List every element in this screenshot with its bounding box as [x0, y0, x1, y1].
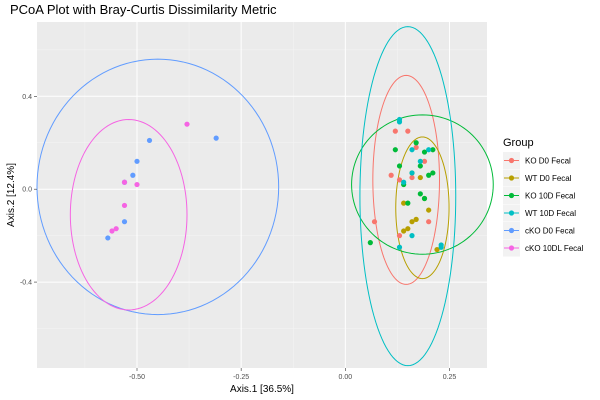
legend-label-0: KO D0 Fecal — [525, 157, 571, 166]
point-2-9 — [405, 200, 411, 206]
point-2-12 — [417, 191, 423, 197]
y-axis-title: Axis.2 [12.4%] — [6, 163, 17, 227]
point-0-3 — [396, 177, 403, 183]
point-3-5 — [417, 158, 423, 164]
point-3-7 — [409, 233, 415, 239]
legend-dot-4 — [508, 227, 515, 234]
point-0-2 — [388, 172, 394, 178]
legend-dot-5 — [508, 245, 515, 251]
point-4-5 — [121, 219, 128, 225]
y-ticks: -0.4 0.0 0.4 — [20, 94, 37, 287]
point-2-0 — [392, 147, 398, 153]
legend-label-1: WT D0 Fecal — [525, 174, 572, 183]
point-4-1 — [213, 135, 219, 141]
legend-label-3: WT 10D Fecal — [525, 209, 576, 218]
x-ticks: -0.50 -0.25 0.00 0.25 — [129, 368, 456, 381]
point-1-3 — [413, 216, 419, 222]
point-5-4 — [113, 226, 119, 232]
x-tick-label-1: -0.25 — [233, 374, 249, 381]
point-5-2 — [134, 181, 140, 188]
point-5-5 — [109, 228, 115, 234]
point-1-2 — [417, 174, 423, 181]
legend: Group KO D0 Fecal WT D0 Fecal KO 10D Fecal… — [503, 137, 584, 257]
ellipse-5 — [69, 119, 188, 311]
legend-label-4: cKO D0 Fecal — [525, 227, 575, 236]
point-2-8 — [430, 170, 436, 176]
point-2-4 — [396, 163, 403, 169]
point-3-3 — [426, 147, 432, 153]
x-axis-title: Axis.1 [36.5%] — [230, 384, 294, 395]
point-0-5 — [421, 158, 428, 164]
point-4-0 — [146, 137, 153, 144]
ellipses — [36, 26, 494, 367]
point-2-2 — [421, 149, 428, 155]
point-0-8 — [426, 219, 432, 225]
ellipse-3 — [359, 26, 457, 367]
x-tick-label-3: 0.25 — [443, 374, 457, 381]
ellipse-0 — [372, 74, 441, 285]
point-1-8 — [434, 246, 440, 253]
chart-title: PCoA Plot with Bray-Curtis Dissimilarity… — [10, 2, 277, 17]
point-2-5 — [417, 163, 423, 169]
point-0-7 — [396, 233, 403, 239]
legend-label-5: cKO 10DL Fecal — [525, 244, 584, 253]
point-3-1 — [396, 119, 403, 125]
point-3-2 — [409, 147, 415, 153]
point-2-11 — [367, 240, 373, 246]
point-0-1 — [413, 144, 419, 150]
point-0-6 — [371, 219, 378, 225]
point-3-9 — [438, 244, 444, 250]
point-2-1 — [413, 140, 419, 146]
y-tick-label-2: 0.4 — [22, 94, 32, 101]
plot-panel — [37, 22, 487, 368]
legend-label-2: KO 10D Fecal — [525, 192, 575, 201]
point-1-1 — [401, 200, 407, 206]
grid-major — [37, 22, 487, 368]
point-2-3 — [430, 147, 436, 153]
point-5-3 — [121, 202, 128, 209]
ellipse-1 — [395, 136, 450, 280]
point-1-6 — [401, 228, 407, 234]
point-3-6 — [396, 244, 403, 250]
y-tick-label-1: 0.0 — [22, 187, 32, 194]
point-1-7 — [426, 207, 432, 213]
point-0-4 — [409, 174, 415, 181]
point-3-4 — [401, 179, 407, 185]
y-tick-label-0: -0.4 — [20, 280, 32, 287]
legend-dot-3 — [508, 210, 515, 216]
legend-dot-1 — [508, 175, 515, 181]
ellipse-2 — [351, 114, 494, 255]
point-3-10 — [409, 170, 415, 176]
point-4-2 — [134, 158, 140, 164]
point-2-6 — [426, 172, 432, 178]
x-tick-label-2: 0.00 — [339, 374, 353, 381]
point-4-6 — [105, 235, 111, 241]
point-0-9 — [405, 128, 411, 134]
legend-dot-0 — [508, 157, 515, 164]
point-4-3 — [130, 172, 136, 178]
x-tick-label-0: -0.50 — [129, 374, 145, 381]
point-0-0 — [392, 128, 398, 134]
point-2-10 — [421, 195, 428, 202]
point-5-0 — [184, 121, 190, 127]
points — [105, 116, 444, 253]
point-1-5 — [409, 219, 415, 225]
point-5-1 — [121, 179, 128, 185]
ellipse-4 — [36, 58, 280, 316]
point-1-9 — [405, 226, 411, 232]
legend-title: Group — [503, 137, 534, 149]
legend-dot-2 — [508, 192, 515, 199]
